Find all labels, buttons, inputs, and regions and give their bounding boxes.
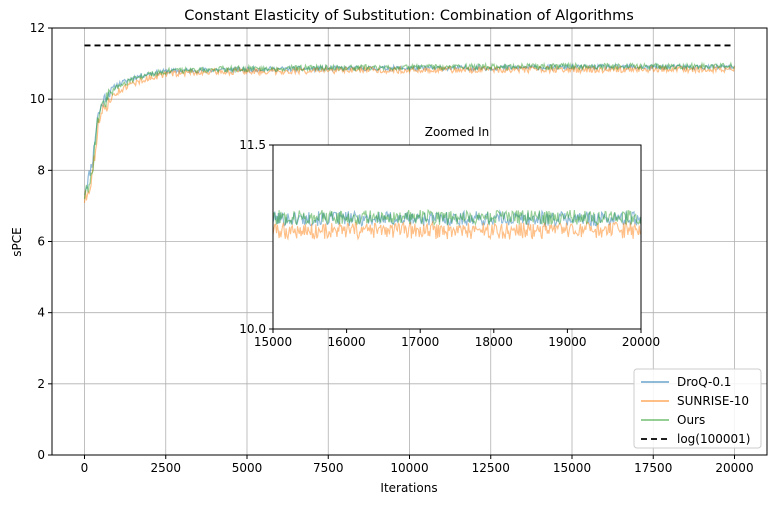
x-tick-label: 15000 (553, 461, 591, 475)
y-tick-label: 4 (37, 306, 45, 320)
chart-title: Constant Elasticity of Substitution: Com… (184, 8, 634, 24)
y-tick-label: 2 (37, 377, 45, 391)
x-tick-label: 7500 (313, 461, 344, 475)
x-tick-label: 17500 (634, 461, 672, 475)
x-tick-label: 2500 (150, 461, 181, 475)
inset-x-tick-label: 20000 (622, 335, 660, 349)
legend-label: log(100001) (677, 432, 750, 446)
legend-box (633, 368, 762, 449)
inset-x-tick-label: 18000 (475, 335, 513, 349)
series-line-sunrise-10 (83, 63, 736, 203)
inset-series-line-ours (272, 208, 642, 227)
x-tick-label: 12500 (472, 461, 510, 475)
x-tick-label: 20000 (715, 461, 753, 475)
inset-x-tick-label: 16000 (328, 335, 366, 349)
legend-label: DroQ-0.1 (677, 375, 731, 389)
main-plot-frame (51, 27, 768, 456)
y-tick-label: 8 (37, 163, 45, 177)
inset-series (272, 208, 642, 241)
x-tick-label: 10000 (390, 461, 428, 475)
inset-title: Zoomed In (425, 125, 490, 139)
inset-background (273, 145, 641, 329)
legend-label: SUNRISE-10 (677, 394, 749, 408)
inset-x-tick-label: 19000 (548, 335, 586, 349)
y-axis-label: sPCE (10, 227, 24, 256)
y-tick-label: 6 (37, 235, 45, 249)
inset-y-tick-label: 10.0 (239, 322, 266, 336)
inset-x-tick-label: 15000 (254, 335, 292, 349)
y-tick-label: 12 (30, 21, 45, 35)
inset-series-line-sunrise-10 (272, 220, 642, 241)
y-tick-label: 0 (37, 448, 45, 462)
x-tick-label: 0 (81, 461, 89, 475)
inset-frame (272, 144, 642, 330)
legend: DroQ-0.1 SUNRISE-10 Ours log(100001) (633, 368, 762, 449)
inset-y-tick-label: 11.5 (239, 138, 266, 152)
series-line-ours (83, 61, 735, 199)
inset-ticks: 15000 16000 17000 18000 19000 20000 10.0 11.5 (239, 138, 660, 349)
main-ticks: 0 2500 5000 7500 10000 12500 15000 17500 20000 0 2… (30, 21, 754, 475)
legend-label: Ours (677, 413, 705, 427)
inset-series-line-droq-0-1 (272, 209, 642, 228)
y-tick-label: 10 (30, 92, 45, 106)
x-tick-label: 5000 (232, 461, 263, 475)
inset-x-tick-label: 17000 (401, 335, 439, 349)
x-axis-label: Iterations (380, 481, 437, 495)
main-series (83, 44, 736, 203)
